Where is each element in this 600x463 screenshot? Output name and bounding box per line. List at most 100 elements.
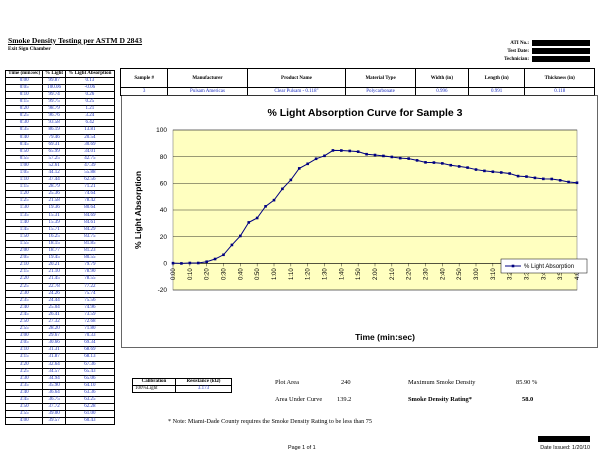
light-cell: 24.26 — [42, 289, 66, 298]
calibration-table: Calibration Resistance (kΩ) 100%Light 3.… — [132, 378, 233, 393]
light-cell: 32.64 — [42, 360, 66, 369]
resistance-value: 3.173 — [174, 385, 233, 393]
absorption-cell: 61.00 — [64, 410, 116, 419]
time-cell: 0:15 — [4, 98, 44, 107]
time-cell: 0:45 — [4, 140, 44, 149]
absorption-cell: 0.25 — [64, 98, 116, 107]
time-cell: 1:15 — [4, 183, 44, 192]
absorption-cell: 64.10 — [64, 381, 116, 390]
thickness-header: Thickness (in) — [524, 68, 595, 88]
data-point — [289, 178, 293, 182]
legend-box — [500, 258, 588, 274]
absorption-cell: 65.06 — [64, 374, 116, 383]
absorption-cell: 78.42 — [64, 197, 116, 206]
light-cell: 96.76 — [42, 112, 66, 121]
chart-title: % Light Absorption Curve for Sample 3 — [267, 107, 462, 119]
data-point — [432, 161, 436, 164]
light-cell: 25.36 — [42, 190, 66, 199]
data-point — [239, 234, 242, 238]
table-row: 2:35 24.44 75.56 — [4, 296, 116, 305]
table-row: 2:00 18.77 81.23 — [4, 247, 116, 256]
absorption-cell: 65.43 — [64, 367, 116, 376]
x-tick-label: 1:10 — [289, 268, 295, 280]
time-cell: 3:00 — [4, 332, 44, 341]
absorption-cell: 80.64 — [64, 204, 116, 213]
table-row: 4:00 39.57 60.43 — [4, 417, 116, 426]
table-row: 0:20 98.79 1.21 — [4, 105, 116, 114]
table-row: 0:10 99.74 0.26 — [4, 90, 116, 100]
time-cell: 2:00 — [4, 247, 44, 256]
time-cell: 3:10 — [4, 346, 44, 355]
absorption-cell: 73.59 — [64, 310, 116, 319]
table-row: 2:15 21.10 78.90 — [4, 268, 116, 277]
data-point — [441, 162, 444, 165]
data-point — [272, 198, 276, 202]
redaction-bar — [532, 48, 590, 54]
table-row: 0:40 79.46 20.54 — [4, 133, 116, 142]
y-tick-label: 40 — [160, 207, 168, 214]
x-tick-label: 1:50 — [356, 268, 362, 280]
time-cell: 2:40 — [4, 303, 44, 312]
x-tick-label: 2:50 — [457, 268, 463, 280]
light-cell: 15.39 — [42, 218, 66, 227]
y-tick-label: 20 — [160, 234, 168, 241]
table-row: 1:05 44.12 55.88 — [4, 169, 116, 178]
data-point — [314, 157, 318, 161]
table-row: 1:45 15.71 84.29 — [4, 225, 116, 234]
length-cell: 0.991 — [467, 87, 526, 96]
table-row: 1:10 37.44 62.56 — [4, 176, 116, 185]
table-row: 1:50 16.25 83.75 — [4, 232, 116, 241]
absorption-cell: 67.36 — [64, 360, 116, 369]
light-cell: 31.87 — [42, 353, 66, 362]
max-density-value: 85.90 % — [516, 379, 538, 386]
time-cell: 1:50 — [4, 232, 44, 241]
y-tick-label: 0 — [163, 261, 167, 268]
absorption-cell: 30.69 — [64, 140, 116, 149]
time-cell: 1:40 — [4, 218, 44, 227]
time-cell: 2:35 — [4, 296, 44, 305]
sample-header-row: Sample # Manufacturer Product Name Material… — [119, 68, 595, 88]
x-tick-label: 3:20 — [508, 268, 514, 280]
absorption-cell: 81.85 — [64, 239, 116, 249]
time-cell: 2:10 — [4, 261, 44, 270]
absorption-cell: 75.56 — [64, 296, 116, 305]
light-cell: 27.32 — [42, 317, 66, 327]
table-row: 2:05 19.45 80.55 — [4, 254, 116, 263]
data-point — [297, 167, 301, 170]
table-row: 0:45 69.31 30.69 — [4, 140, 116, 149]
light-cell: 65.99 — [42, 147, 66, 156]
table-row: 0:55 57.25 42.75 — [4, 154, 116, 163]
absorption-cell: 70.33 — [64, 332, 116, 341]
manufacturer-cell: Pulsam Americas — [167, 87, 248, 96]
data-point — [340, 149, 343, 152]
data-point — [415, 159, 419, 162]
table-row: 3:25 34.57 65.43 — [4, 367, 116, 376]
time-cell: 0:30 — [4, 119, 44, 128]
light-cell: 93.58 — [42, 119, 66, 128]
time-cell: 0:20 — [4, 105, 44, 114]
data-point — [575, 181, 579, 185]
y-axis-label: % Light Absorption — [133, 171, 143, 249]
time-cell: 3:05 — [4, 339, 44, 348]
data-point — [230, 243, 234, 247]
absorption-cell: 63.25 — [64, 396, 116, 405]
table-row: 3:05 30.66 69.34 — [4, 339, 116, 348]
sample-row: 3 Pulsam Americas Clear Pulsam - 0.118" Pol… — [119, 87, 595, 96]
absorption-cell: 34.01 — [64, 147, 116, 156]
time-cell: 3:50 — [4, 403, 44, 412]
light-cell: 34.57 — [42, 367, 66, 376]
plot-area-value: 240 — [341, 379, 351, 386]
data-point — [255, 216, 259, 220]
absorption-cell: 71.80 — [64, 325, 116, 334]
x-tick-label: 0:10 — [188, 268, 194, 280]
time-cell: 2:30 — [4, 289, 44, 298]
absorption-cell: 84.69 — [64, 211, 116, 220]
data-point — [188, 261, 192, 265]
legend-marker — [511, 264, 515, 268]
time-cell: 2:15 — [4, 268, 44, 277]
table-row: 3:30 34.94 65.06 — [4, 374, 116, 383]
product-name-header: Product Name — [246, 68, 347, 88]
y-tick-label: -20 — [158, 287, 168, 294]
absorption-cell: 0.13 — [64, 76, 116, 85]
light-header: % Light — [42, 70, 66, 78]
